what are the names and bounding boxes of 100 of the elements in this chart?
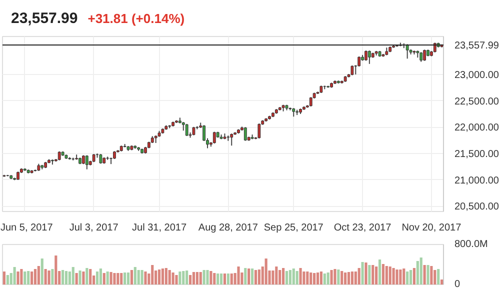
bar	[430, 266, 433, 284]
bar	[124, 272, 126, 284]
bar	[350, 272, 354, 284]
bar	[210, 271, 212, 284]
y-tick-label: 22,000.00	[454, 122, 500, 134]
bar	[164, 268, 168, 284]
bar	[378, 260, 382, 284]
candlestick	[420, 52, 423, 62]
candlestick	[185, 123, 188, 137]
bar	[34, 269, 37, 284]
bar	[37, 266, 40, 284]
bar	[223, 274, 226, 284]
bar	[396, 270, 398, 284]
candlestick	[85, 154, 88, 170]
bar	[54, 256, 58, 284]
bar	[361, 262, 364, 284]
bar	[282, 268, 285, 284]
bar	[168, 270, 171, 284]
bar	[406, 272, 409, 284]
bar	[40, 258, 44, 284]
bar	[102, 273, 106, 284]
bar	[347, 272, 350, 284]
bar	[275, 266, 278, 284]
bar	[96, 272, 99, 284]
y-tick-label: 21,500.00	[454, 149, 500, 160]
bar	[206, 270, 209, 284]
bar	[192, 272, 196, 284]
bar	[310, 272, 312, 284]
x-tick-label: Sep 25, 2017	[264, 222, 324, 234]
bar	[388, 266, 392, 284]
bar	[334, 269, 336, 284]
bar	[434, 270, 436, 284]
bar	[296, 271, 298, 284]
bar	[220, 274, 223, 284]
x-tick-label: Aug 28, 2017	[198, 222, 258, 234]
bar	[30, 272, 34, 284]
bar	[78, 270, 82, 284]
bar	[199, 272, 202, 284]
bar	[340, 271, 344, 284]
bar	[161, 268, 164, 284]
candlestick	[368, 50, 371, 64]
y-tick-label: 21,000.00	[454, 175, 500, 186]
bar	[151, 265, 154, 284]
bar	[120, 273, 123, 284]
bar	[375, 266, 378, 284]
bar	[75, 273, 78, 284]
bar	[326, 272, 330, 284]
bar	[323, 274, 326, 284]
bar	[144, 272, 147, 284]
bar	[116, 273, 120, 284]
bar	[216, 274, 220, 284]
bar	[416, 261, 419, 284]
bar	[409, 270, 412, 284]
bar	[182, 271, 185, 284]
bar	[420, 258, 422, 284]
bar	[330, 270, 333, 284]
bar	[337, 270, 340, 284]
bar	[44, 269, 47, 284]
bar	[13, 267, 16, 284]
bar	[302, 272, 306, 284]
bar	[278, 270, 282, 284]
bar	[237, 266, 240, 284]
bar	[272, 270, 274, 284]
bar	[288, 270, 292, 284]
y-tick-label: 22,500.00	[454, 96, 500, 108]
bar	[292, 268, 295, 284]
x-tick-label: Oct 23, 2017	[334, 222, 392, 234]
bar	[402, 268, 406, 284]
x-tick-label: Nov 20, 2017	[402, 222, 462, 234]
bar	[113, 273, 116, 284]
bar	[244, 268, 247, 284]
bar	[99, 268, 102, 284]
x-tick-label: Jul 3, 2017	[69, 222, 119, 234]
bar	[354, 272, 357, 284]
bar	[202, 270, 206, 284]
bar	[6, 275, 9, 284]
bar	[72, 267, 74, 284]
bar	[258, 270, 260, 284]
bar	[134, 267, 136, 284]
bar	[250, 268, 254, 284]
bar	[20, 269, 23, 284]
bar	[344, 272, 347, 284]
bar	[64, 271, 68, 284]
bar	[437, 269, 440, 284]
candlestick	[309, 96, 312, 107]
bar	[385, 266, 388, 284]
bar	[51, 269, 54, 284]
bar	[110, 272, 112, 284]
y-tick-label: 23,000.00	[454, 70, 500, 81]
bar	[213, 273, 216, 284]
bar	[316, 272, 320, 284]
candlestick	[244, 126, 247, 142]
bar	[248, 268, 250, 284]
bar	[16, 272, 20, 284]
bar	[372, 265, 374, 284]
bar	[186, 270, 188, 284]
bar	[412, 268, 416, 284]
bar	[226, 274, 230, 284]
bar	[368, 265, 371, 284]
y-tick-label: 0	[454, 279, 460, 290]
